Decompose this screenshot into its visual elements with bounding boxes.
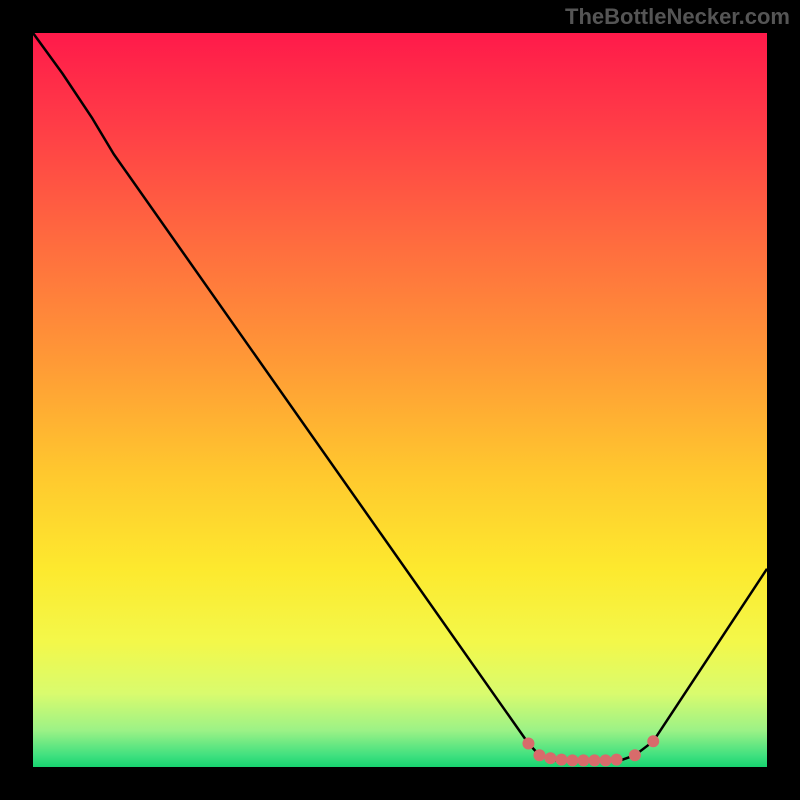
curve-marker	[647, 735, 659, 747]
curve-marker	[629, 749, 641, 761]
curve-marker	[522, 738, 534, 750]
curve-marker	[544, 752, 556, 764]
plot-background	[33, 33, 767, 767]
curve-marker	[533, 749, 545, 761]
bottleneck-chart	[0, 0, 800, 800]
curve-marker	[578, 754, 590, 766]
watermark-text: TheBottleNecker.com	[565, 4, 790, 30]
curve-marker	[600, 754, 612, 766]
curve-marker	[611, 754, 623, 766]
curve-marker	[589, 754, 601, 766]
curve-marker	[566, 754, 578, 766]
curve-marker	[555, 754, 567, 766]
